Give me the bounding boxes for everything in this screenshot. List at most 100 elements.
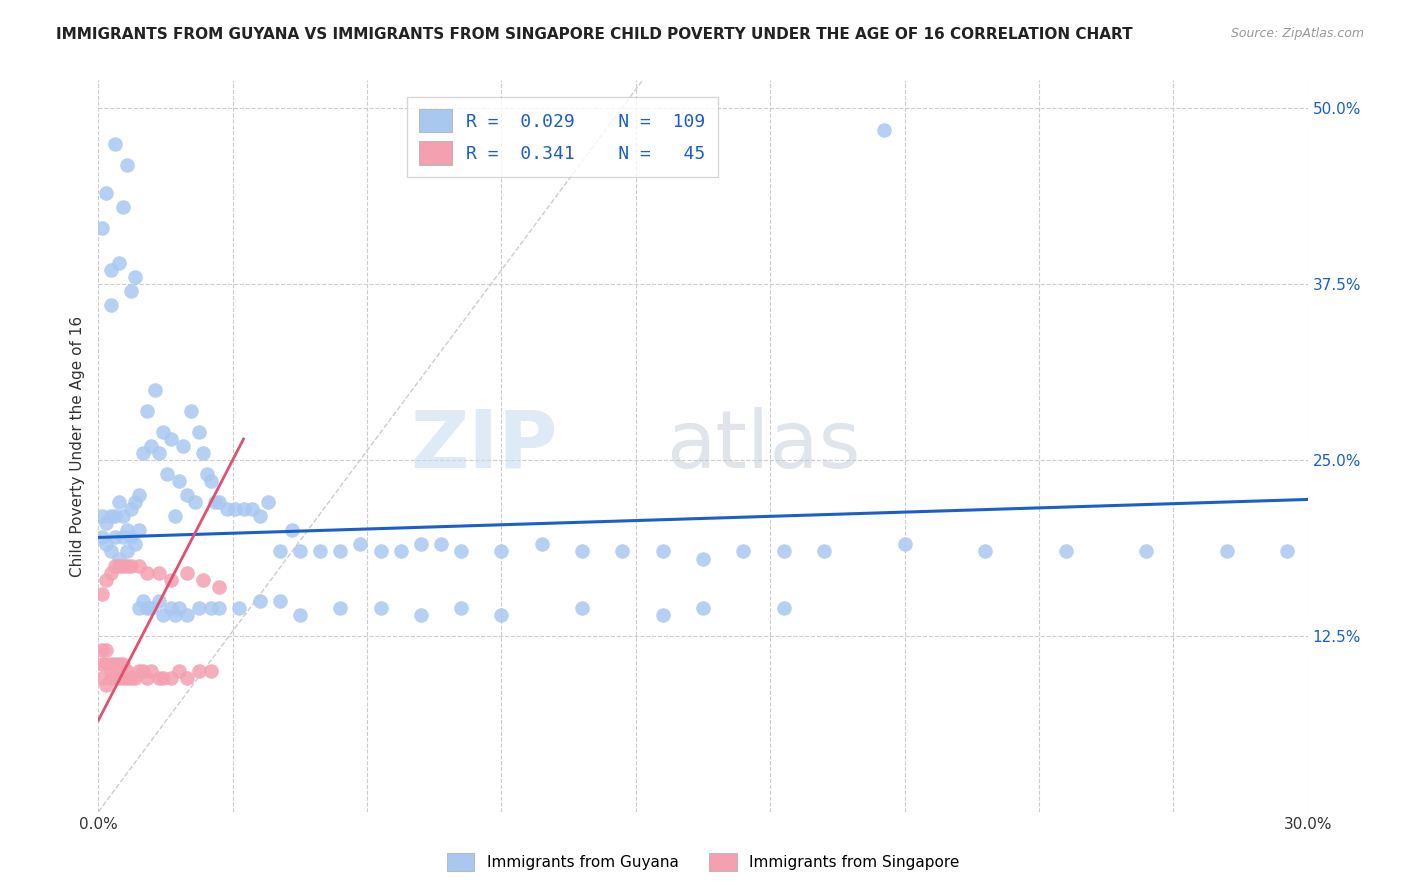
Point [370, 600, 392, 615]
Point [160, 600, 183, 615]
Point [200, 664, 222, 678]
Point [612, 544, 634, 558]
Point [193, 573, 215, 587]
Point [111, 530, 134, 544]
Point [349, 537, 371, 551]
Point [135, 671, 157, 685]
Point [100, 544, 122, 558]
Point [107, 671, 129, 685]
Point [120, 502, 142, 516]
Point [111, 657, 134, 671]
Point [124, 671, 146, 685]
Point [180, 404, 202, 418]
Point [160, 432, 183, 446]
Point [281, 524, 304, 538]
Point [184, 495, 207, 509]
Point [651, 544, 673, 558]
Point [309, 544, 332, 558]
Point [893, 537, 915, 551]
Point [232, 502, 254, 516]
Point [100, 671, 122, 685]
Point [329, 600, 352, 615]
Point [450, 544, 472, 558]
Point [974, 544, 997, 558]
Point [111, 671, 134, 685]
Point [103, 671, 125, 685]
Point [148, 566, 170, 580]
Point [111, 509, 134, 524]
Point [163, 509, 186, 524]
Point [228, 600, 250, 615]
Point [107, 256, 129, 270]
Point [873, 122, 896, 136]
Point [139, 439, 162, 453]
Point [96, 657, 118, 671]
Point [100, 263, 122, 277]
Point [288, 544, 311, 558]
Point [193, 446, 215, 460]
Point [176, 671, 198, 685]
Point [96, 537, 118, 551]
Point [249, 593, 271, 607]
Point [148, 593, 170, 607]
Point [389, 544, 412, 558]
Point [651, 607, 673, 622]
Point [208, 580, 231, 594]
Point [91, 643, 114, 657]
Point [148, 671, 170, 685]
Point [128, 488, 150, 502]
Point [733, 544, 755, 558]
Point [96, 573, 118, 587]
Point [91, 671, 114, 685]
Point [813, 544, 835, 558]
Point [115, 524, 138, 538]
Point [132, 446, 155, 460]
Point [1216, 544, 1239, 558]
Point [167, 474, 190, 488]
Point [91, 587, 114, 601]
Point [249, 509, 271, 524]
Point [1135, 544, 1157, 558]
Point [208, 495, 231, 509]
Point [124, 270, 146, 285]
Point [120, 285, 142, 299]
Point [772, 600, 794, 615]
Point [107, 657, 129, 671]
Point [176, 488, 198, 502]
Point [1054, 544, 1077, 558]
Point [167, 664, 190, 678]
Point [115, 664, 138, 678]
Point [148, 446, 170, 460]
Point [135, 404, 157, 418]
Point [329, 544, 352, 558]
Point [139, 600, 162, 615]
Point [139, 664, 162, 678]
Point [107, 551, 129, 566]
Point [409, 607, 432, 622]
Point [224, 502, 246, 516]
Point [143, 383, 166, 397]
Point [172, 439, 194, 453]
Point [115, 544, 138, 558]
Point [156, 467, 179, 482]
Point [692, 551, 714, 566]
Point [100, 566, 122, 580]
Point [256, 495, 278, 509]
Point [200, 600, 222, 615]
Point [1277, 544, 1299, 558]
Point [208, 600, 231, 615]
Point [128, 600, 150, 615]
Point [103, 530, 125, 544]
Point [96, 516, 118, 531]
Point [200, 474, 222, 488]
Point [188, 425, 211, 439]
Point [96, 643, 118, 657]
Point [240, 502, 263, 516]
Point [120, 558, 142, 573]
Point [132, 593, 155, 607]
Point [91, 530, 114, 544]
Point [100, 298, 122, 312]
Point [96, 678, 118, 692]
Point [128, 664, 150, 678]
Point [100, 664, 122, 678]
